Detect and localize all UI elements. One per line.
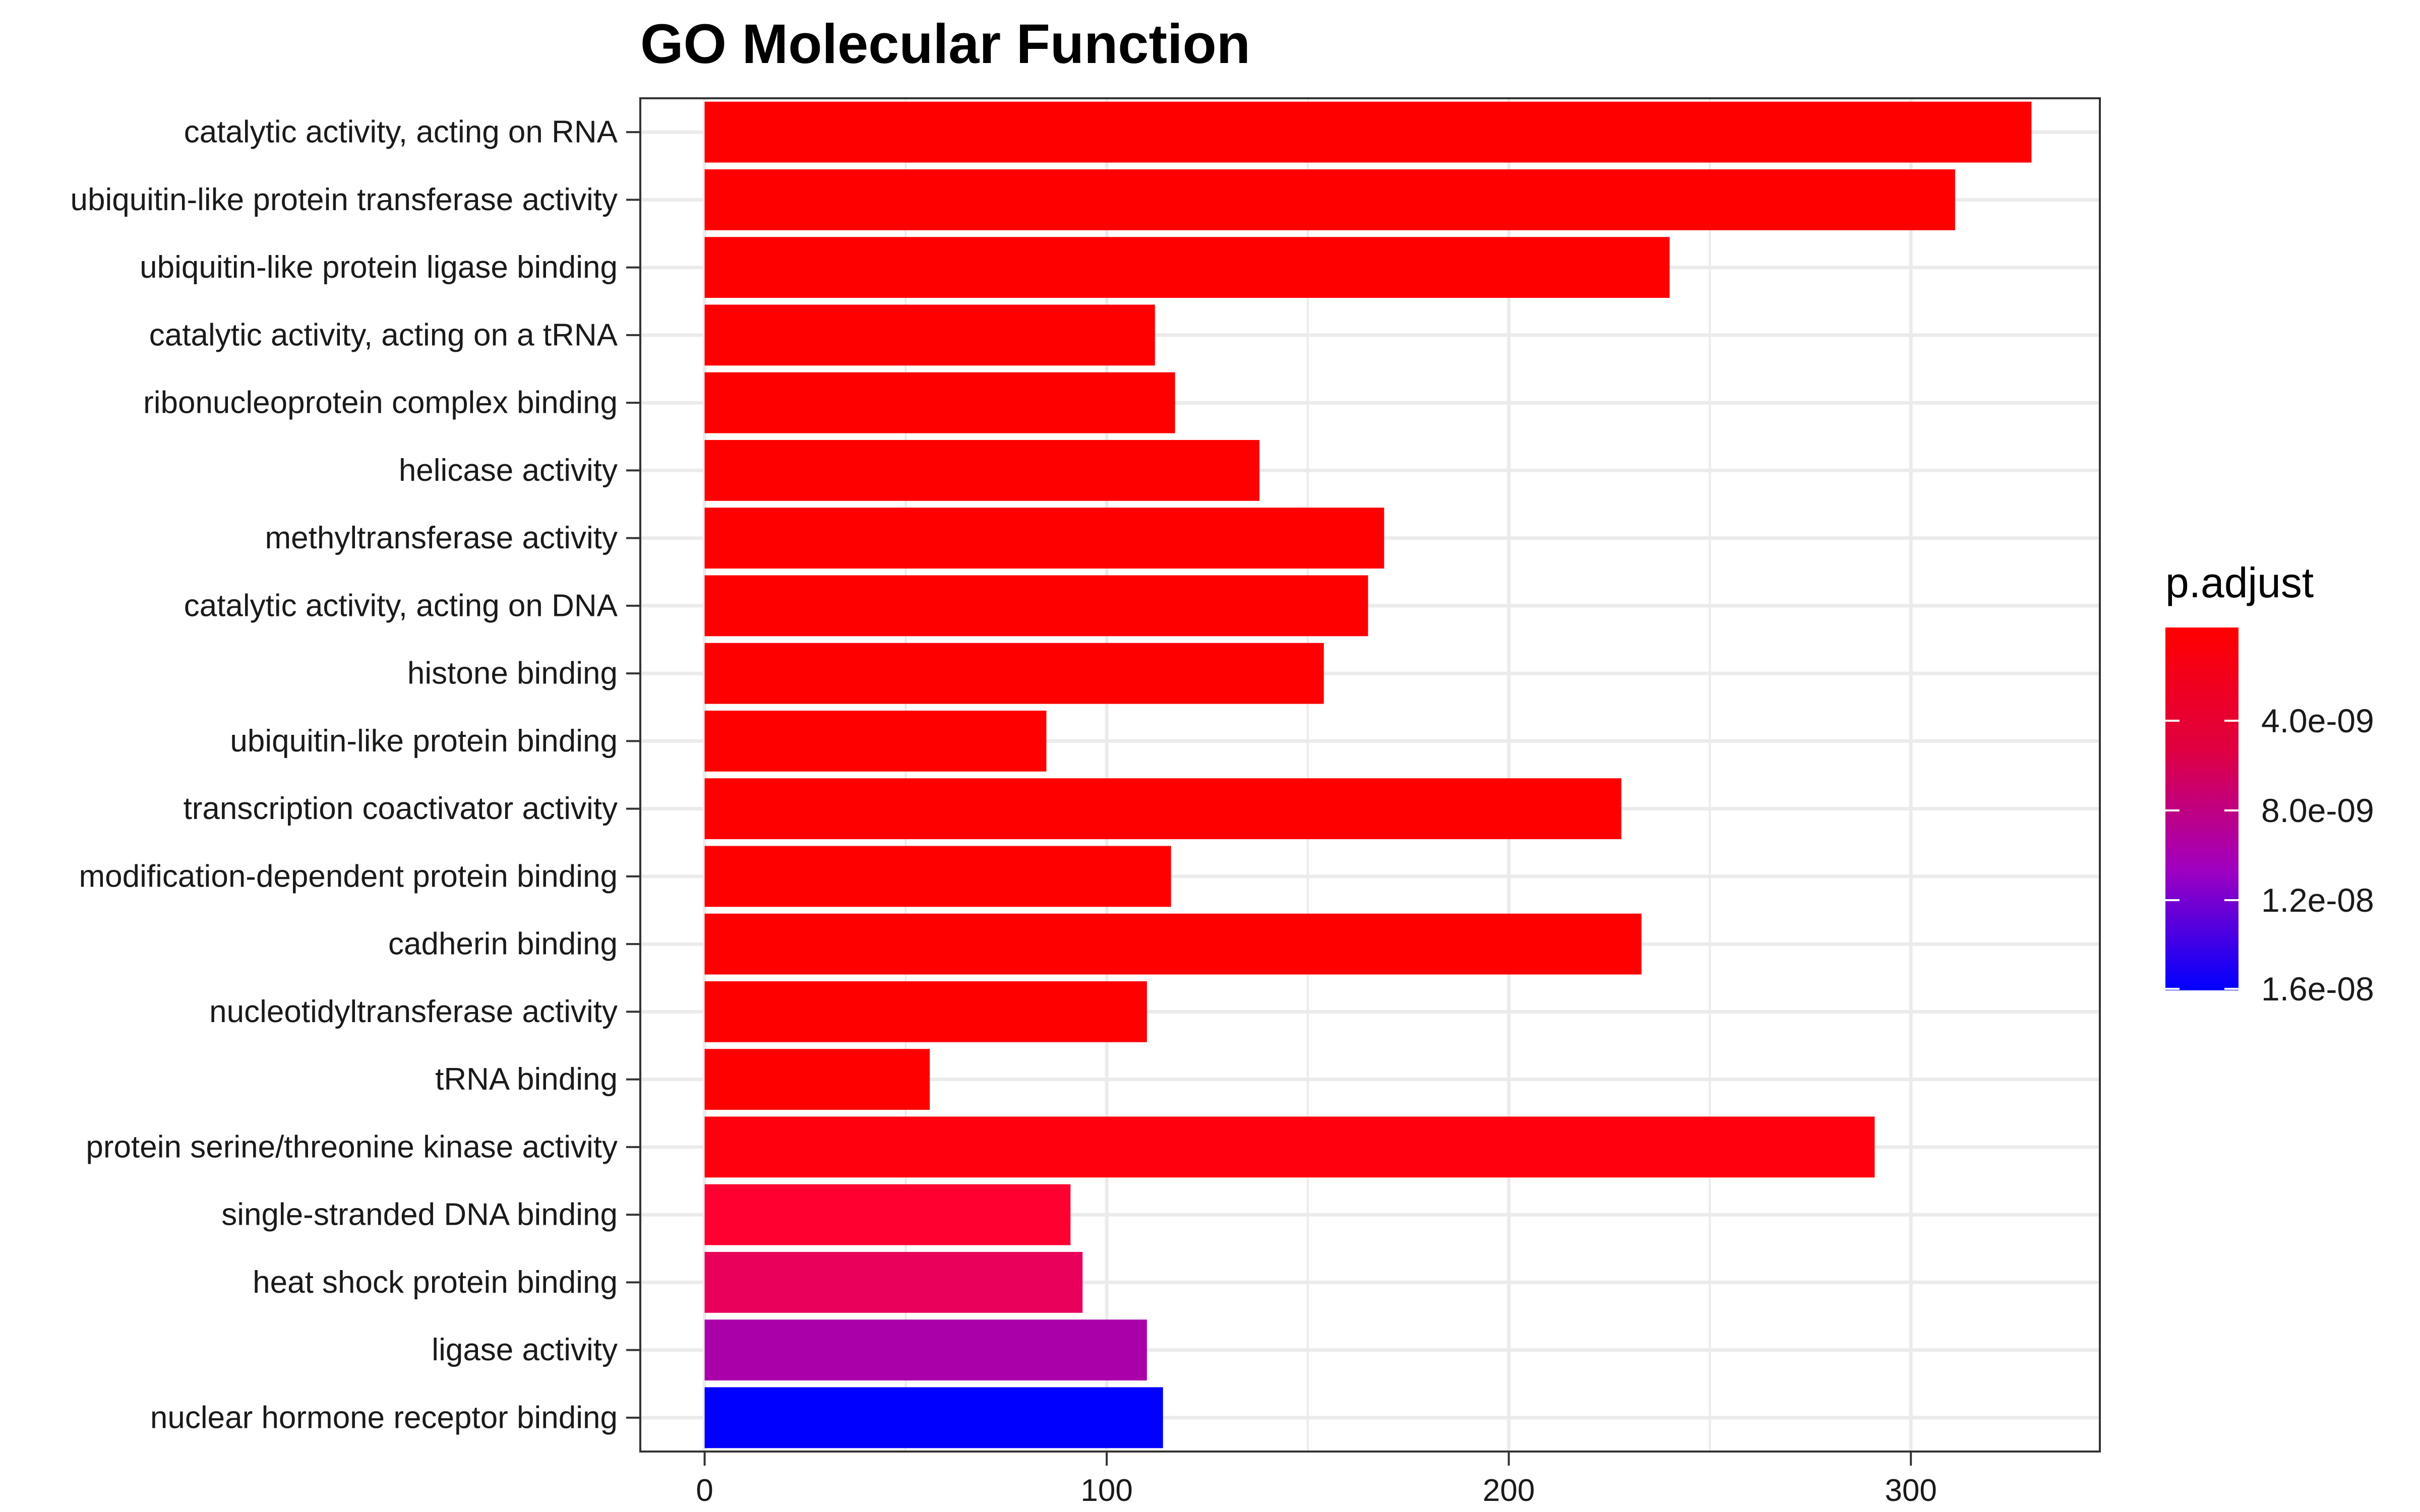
bar <box>704 372 1175 433</box>
bar <box>704 1184 1071 1245</box>
bar <box>704 913 1642 975</box>
category-label: nucleotidyltransferase activity <box>209 994 618 1029</box>
category-label: catalytic activity, acting on DNA <box>184 588 618 623</box>
bar <box>704 101 2032 163</box>
bar <box>704 1251 1083 1313</box>
category-label: nuclear hormone receptor binding <box>150 1400 618 1435</box>
bar <box>704 1319 1147 1381</box>
category-label: modification-dependent protein binding <box>79 859 618 894</box>
legend-colorbar <box>2165 627 2238 990</box>
legend-tick-label: 1.6e-08 <box>2261 970 2374 1007</box>
x-tick-label: 200 <box>1483 1473 1535 1508</box>
category-label: protein serine/threonine kinase activity <box>86 1129 618 1164</box>
bar <box>704 439 1260 501</box>
category-label: ligase activity <box>432 1333 618 1367</box>
category-label: catalytic activity, acting on a tRNA <box>149 318 618 352</box>
category-label: methyltransferase activity <box>265 521 618 555</box>
category-label: catalytic activity, acting on RNA <box>184 115 618 150</box>
x-tick-label: 0 <box>696 1473 713 1508</box>
bar <box>704 710 1047 772</box>
chart-title: GO Molecular Function <box>640 13 1250 75</box>
bar <box>704 169 1955 230</box>
x-tick-label: 300 <box>1885 1473 1937 1508</box>
legend-tick-label: 1.2e-08 <box>2261 881 2374 919</box>
category-label: ubiquitin-like protein transferase activ… <box>70 182 618 217</box>
category-label: tRNA binding <box>435 1062 618 1097</box>
bar <box>704 508 1384 569</box>
legend-tick-label: 8.0e-09 <box>2261 792 2374 829</box>
category-label: ribonucleoprotein complex binding <box>143 386 618 420</box>
bar <box>704 981 1147 1042</box>
category-label: heat shock protein binding <box>253 1265 618 1300</box>
bar <box>704 846 1171 907</box>
bar <box>704 1116 1875 1178</box>
category-label: ubiquitin-like protein ligase binding <box>140 250 618 285</box>
bar <box>704 304 1155 366</box>
plot-panel-border <box>639 97 2101 1453</box>
bar <box>704 575 1368 637</box>
category-label: cadherin binding <box>388 927 618 962</box>
bar <box>704 1049 930 1110</box>
bar <box>704 643 1324 704</box>
bar <box>704 237 1670 298</box>
legend-tick-label: 4.0e-09 <box>2261 702 2374 739</box>
category-label: histone binding <box>407 656 618 691</box>
x-tick-label: 100 <box>1080 1473 1132 1508</box>
bar <box>704 1387 1163 1448</box>
legend: p.adjust 4.0e-09 8.0e-09 1.2e-08 1.6e-08 <box>2165 559 2374 1007</box>
category-label: ubiquitin-like protein binding <box>230 724 618 759</box>
category-label: single-stranded DNA binding <box>221 1198 618 1232</box>
category-label: helicase activity <box>399 453 618 488</box>
category-label: transcription coactivator activity <box>184 791 618 826</box>
bar <box>704 778 1621 840</box>
legend-title: p.adjust <box>2165 559 2314 606</box>
